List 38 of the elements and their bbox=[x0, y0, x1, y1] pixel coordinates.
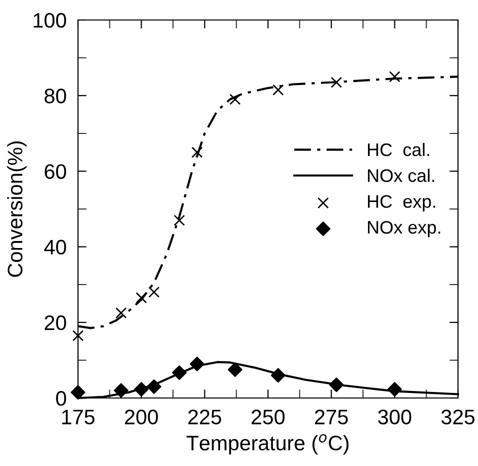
point bbox=[114, 383, 128, 398]
x-tick-label: 250 bbox=[252, 410, 285, 424]
point bbox=[115, 307, 127, 319]
point bbox=[72, 330, 84, 342]
x-tick-label: 175 bbox=[62, 410, 95, 424]
point bbox=[190, 356, 204, 372]
x-tick-label: 275 bbox=[315, 410, 348, 424]
y-tick-label: 80 bbox=[44, 88, 66, 104]
x-tick-label: 325 bbox=[441, 410, 475, 424]
legend-label: NOx exp. bbox=[368, 220, 440, 238]
point bbox=[134, 382, 149, 397]
point bbox=[191, 146, 203, 158]
point bbox=[148, 286, 160, 298]
point bbox=[174, 214, 185, 226]
point bbox=[270, 368, 286, 383]
point bbox=[146, 379, 162, 394]
x-tick-label: 225 bbox=[188, 410, 222, 424]
point bbox=[389, 71, 400, 82]
y-axis-title: Conversion(%) bbox=[7, 141, 27, 277]
x-tick-label: 300 bbox=[378, 410, 412, 424]
y-tick-label: 20 bbox=[44, 315, 66, 330]
point bbox=[136, 292, 147, 304]
y-tick-label: 100 bbox=[34, 13, 66, 28]
point bbox=[330, 76, 342, 88]
y-tick-label: 60 bbox=[44, 164, 66, 179]
y-tick-label: 0 bbox=[56, 391, 66, 406]
y-tick-label: 40 bbox=[44, 240, 66, 255]
x-axis-title: Temperature ($^{o}$C) bbox=[186, 434, 348, 455]
point bbox=[272, 84, 284, 96]
legend-label: HC cal. bbox=[368, 142, 430, 156]
point bbox=[329, 377, 344, 392]
point bbox=[387, 382, 402, 397]
point bbox=[172, 365, 187, 380]
legend-label: HC exp. bbox=[368, 195, 436, 212]
legend-label: NOx cal. bbox=[368, 168, 434, 182]
point bbox=[229, 94, 241, 105]
point bbox=[228, 362, 242, 377]
x-tick-label: 200 bbox=[125, 410, 158, 424]
